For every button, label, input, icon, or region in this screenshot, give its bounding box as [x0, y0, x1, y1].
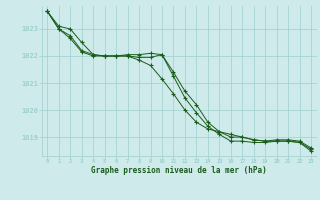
X-axis label: Graphe pression niveau de la mer (hPa): Graphe pression niveau de la mer (hPa) [91, 166, 267, 175]
